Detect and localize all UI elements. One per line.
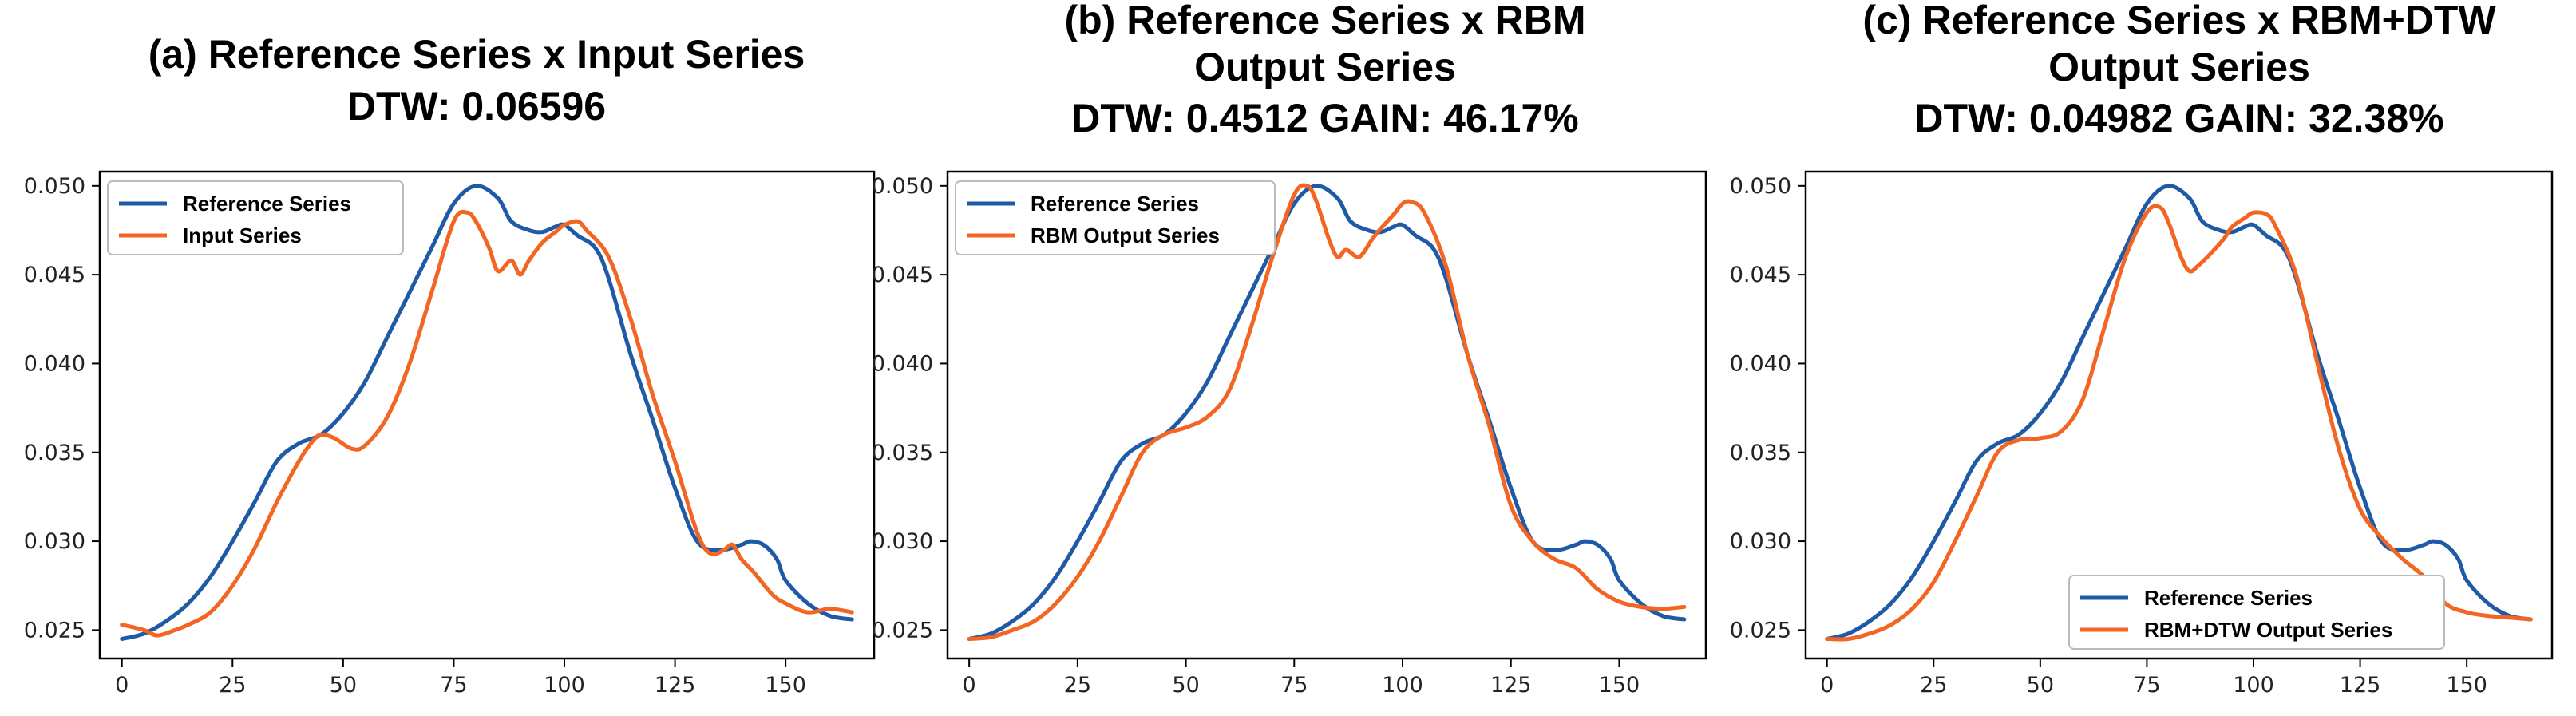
x-tick-label: 125 <box>1490 673 1532 698</box>
series-line-1 <box>1825 204 2533 642</box>
x-tick-label: 100 <box>1382 673 1423 698</box>
x-tick-label: 50 <box>330 673 357 698</box>
legend-label-0: Reference Series <box>183 192 351 216</box>
y-tick-label: 0.050 <box>872 174 933 199</box>
y-tick-label: 0.045 <box>1730 263 1791 287</box>
legend-label-0: Reference Series <box>1031 192 1199 216</box>
series-line-0 <box>120 184 854 641</box>
chart-title-line: (b) Reference Series x RBM <box>1064 0 1585 42</box>
legend-label-1: RBM+DTW Output Series <box>2144 618 2392 642</box>
chart-title-line: DTW: 0.06596 <box>347 84 606 129</box>
y-tick-label: 0.050 <box>24 174 85 199</box>
legend-box <box>107 180 404 255</box>
legend-label-1: Input Series <box>183 224 302 247</box>
y-tick-label: 0.030 <box>24 529 85 554</box>
plot-frame <box>946 170 1707 660</box>
y-tick-label: 0.025 <box>1730 618 1791 643</box>
chart-title-line: DTW: 0.04982 GAIN: 32.38% <box>1914 96 2443 140</box>
y-tick-label: 0.050 <box>1730 174 1791 199</box>
legend-box <box>955 180 1276 255</box>
x-tick-label: 100 <box>2233 673 2274 698</box>
x-tick-label: 150 <box>1599 673 1640 698</box>
y-tick-label: 0.030 <box>872 529 933 554</box>
y-tick-label: 0.040 <box>872 351 933 376</box>
x-tick-label: 25 <box>219 673 246 698</box>
y-tick-label: 0.030 <box>1730 529 1791 554</box>
x-tick-label: 150 <box>2446 673 2487 698</box>
series-line-0 <box>967 184 1687 641</box>
plot-frame <box>1804 170 2554 660</box>
x-tick-label: 25 <box>1920 673 1947 698</box>
y-tick-label: 0.025 <box>24 618 85 643</box>
chart-title-line: (a) Reference Series x Input Series <box>148 32 805 77</box>
chart-title-line: Output Series <box>1194 45 1456 89</box>
y-tick-label: 0.025 <box>872 618 933 643</box>
legend-label-0: Reference Series <box>2144 586 2313 610</box>
y-tick-label: 0.045 <box>872 263 933 287</box>
y-tick-label: 0.035 <box>1730 441 1791 465</box>
chart-title-line: Output Series <box>2048 45 2310 89</box>
y-tick-label: 0.045 <box>24 263 85 287</box>
x-tick-label: 125 <box>2340 673 2381 698</box>
y-tick-label: 0.040 <box>24 351 85 376</box>
x-tick-label: 150 <box>765 673 806 698</box>
chart-title-line: (c) Reference Series x RBM+DTW <box>1862 0 2496 42</box>
x-tick-label: 125 <box>655 673 696 698</box>
plot-frame <box>98 170 876 660</box>
x-tick-label: 100 <box>544 673 585 698</box>
x-tick-label: 50 <box>2027 673 2054 698</box>
y-tick-label: 0.040 <box>1730 351 1791 376</box>
series-line-1 <box>967 183 1687 641</box>
x-tick-label: 75 <box>1280 673 1308 698</box>
legend: Reference Series Input Series <box>107 180 404 255</box>
series-line-0 <box>1825 184 2533 641</box>
series-line-1 <box>120 209 854 638</box>
y-tick-label: 0.035 <box>24 441 85 465</box>
legend: Reference Series RBM Output Series <box>955 180 1276 255</box>
y-tick-label: 0.035 <box>872 441 933 465</box>
x-tick-label: 0 <box>1820 673 1834 698</box>
x-tick-label: 75 <box>440 673 467 698</box>
x-tick-label: 50 <box>1172 673 1199 698</box>
x-tick-label: 75 <box>2133 673 2160 698</box>
legend: Reference Series RBM+DTW Output Series <box>2068 575 2445 650</box>
legend-label-1: RBM Output Series <box>1031 224 1220 247</box>
chart-panel-0: (a) Reference Series x Input Series DTW: … <box>24 32 876 698</box>
x-tick-label: 0 <box>963 673 976 698</box>
chart-title-line: DTW: 0.4512 GAIN: 46.17% <box>1071 96 1578 140</box>
x-tick-label: 25 <box>1064 673 1091 698</box>
legend-box <box>2068 575 2445 650</box>
x-tick-label: 0 <box>115 673 129 698</box>
